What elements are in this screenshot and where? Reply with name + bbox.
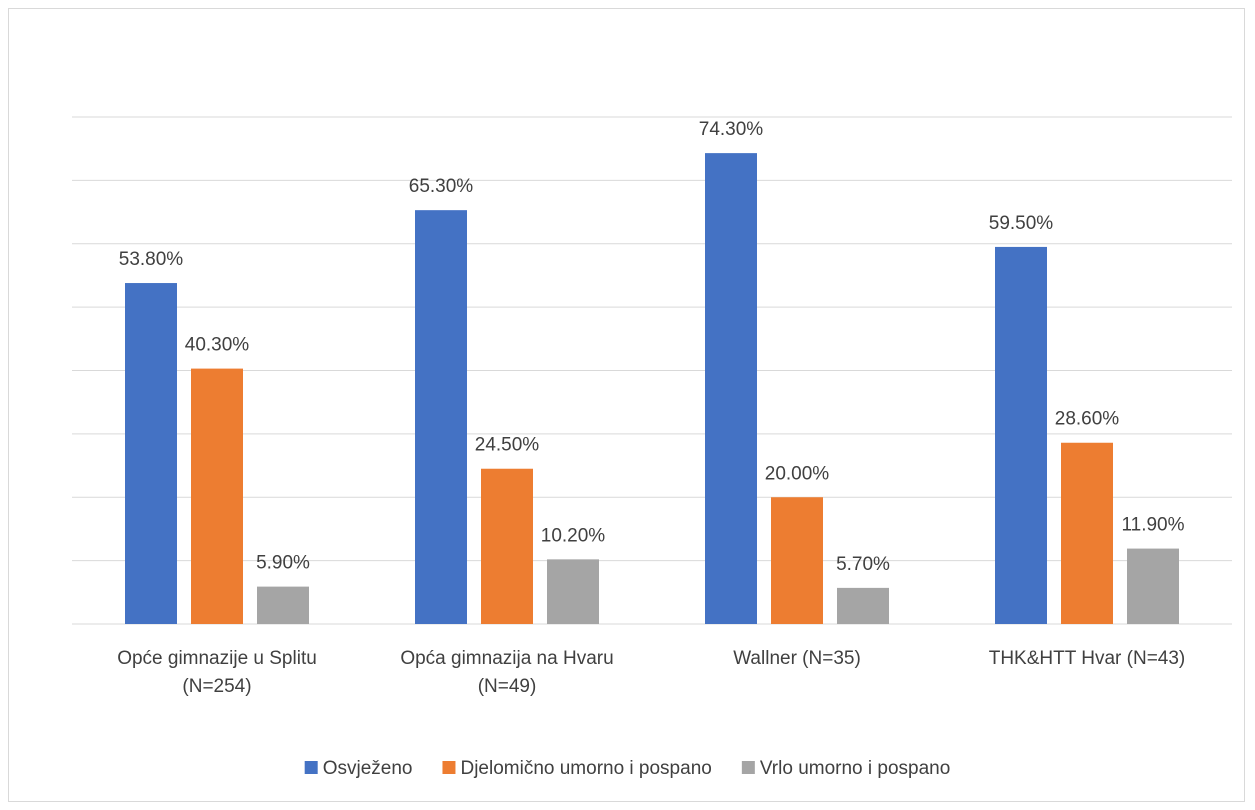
category-label: (N=49) — [478, 676, 537, 697]
category-label: Opće gimnazije u Splitu — [117, 648, 317, 669]
data-labels: 53.80% 40.30% 5.90% 65.30% 24.50% 10.20% 74.30… — [119, 119, 1185, 575]
bar — [705, 153, 757, 624]
data-label: 65.30% — [409, 176, 474, 197]
bars — [125, 153, 1179, 624]
category-label: THK&HTT Hvar (N=43) — [989, 648, 1186, 669]
data-label: 74.30% — [699, 119, 764, 140]
bar — [1127, 548, 1179, 624]
data-label: 11.90% — [1121, 515, 1184, 536]
legend-item: Vrlo umorno i pospano — [741, 758, 950, 779]
data-label: 10.20% — [541, 525, 606, 546]
legend-swatch — [304, 761, 318, 774]
bar — [191, 368, 243, 624]
bar — [771, 497, 823, 624]
legend-item: Djelomično umorno i pospano — [442, 758, 712, 779]
data-label: 24.50% — [475, 435, 540, 456]
bar — [415, 210, 467, 624]
category-label: Wallner (N=35) — [733, 648, 861, 669]
bar — [995, 246, 1047, 624]
category-labels: Opće gimnazije u Splitu (N=254) Opća gimna… — [117, 648, 1185, 697]
gridlines — [72, 116, 1232, 625]
data-label: 5.70% — [836, 554, 890, 575]
category-label: (N=254) — [182, 676, 251, 697]
legend-label: Djelomično umorno i pospano — [460, 758, 711, 779]
data-label: 5.90% — [256, 553, 310, 574]
legend-swatch — [442, 761, 456, 774]
bar — [547, 559, 599, 624]
legend-label: Osvježeno — [323, 758, 413, 779]
data-label: 53.80% — [119, 249, 184, 270]
legend-swatch — [741, 761, 755, 774]
bar — [1061, 442, 1113, 624]
data-label: 28.60% — [1055, 409, 1120, 430]
data-label: 20.00% — [765, 463, 830, 484]
bar — [125, 283, 177, 624]
bar — [481, 468, 533, 624]
bar — [837, 587, 889, 624]
category-label: Opća gimnazija na Hvaru — [400, 648, 613, 669]
legend-item: Osvježeno — [304, 758, 413, 779]
legend: Osvježeno Djelomično umorno i pospano Vrlo… — [304, 758, 950, 779]
legend-label: Vrlo umorno i pospano — [760, 758, 950, 779]
data-label: 59.50% — [989, 213, 1054, 234]
bar — [257, 586, 309, 624]
data-label: 40.30% — [185, 335, 250, 356]
